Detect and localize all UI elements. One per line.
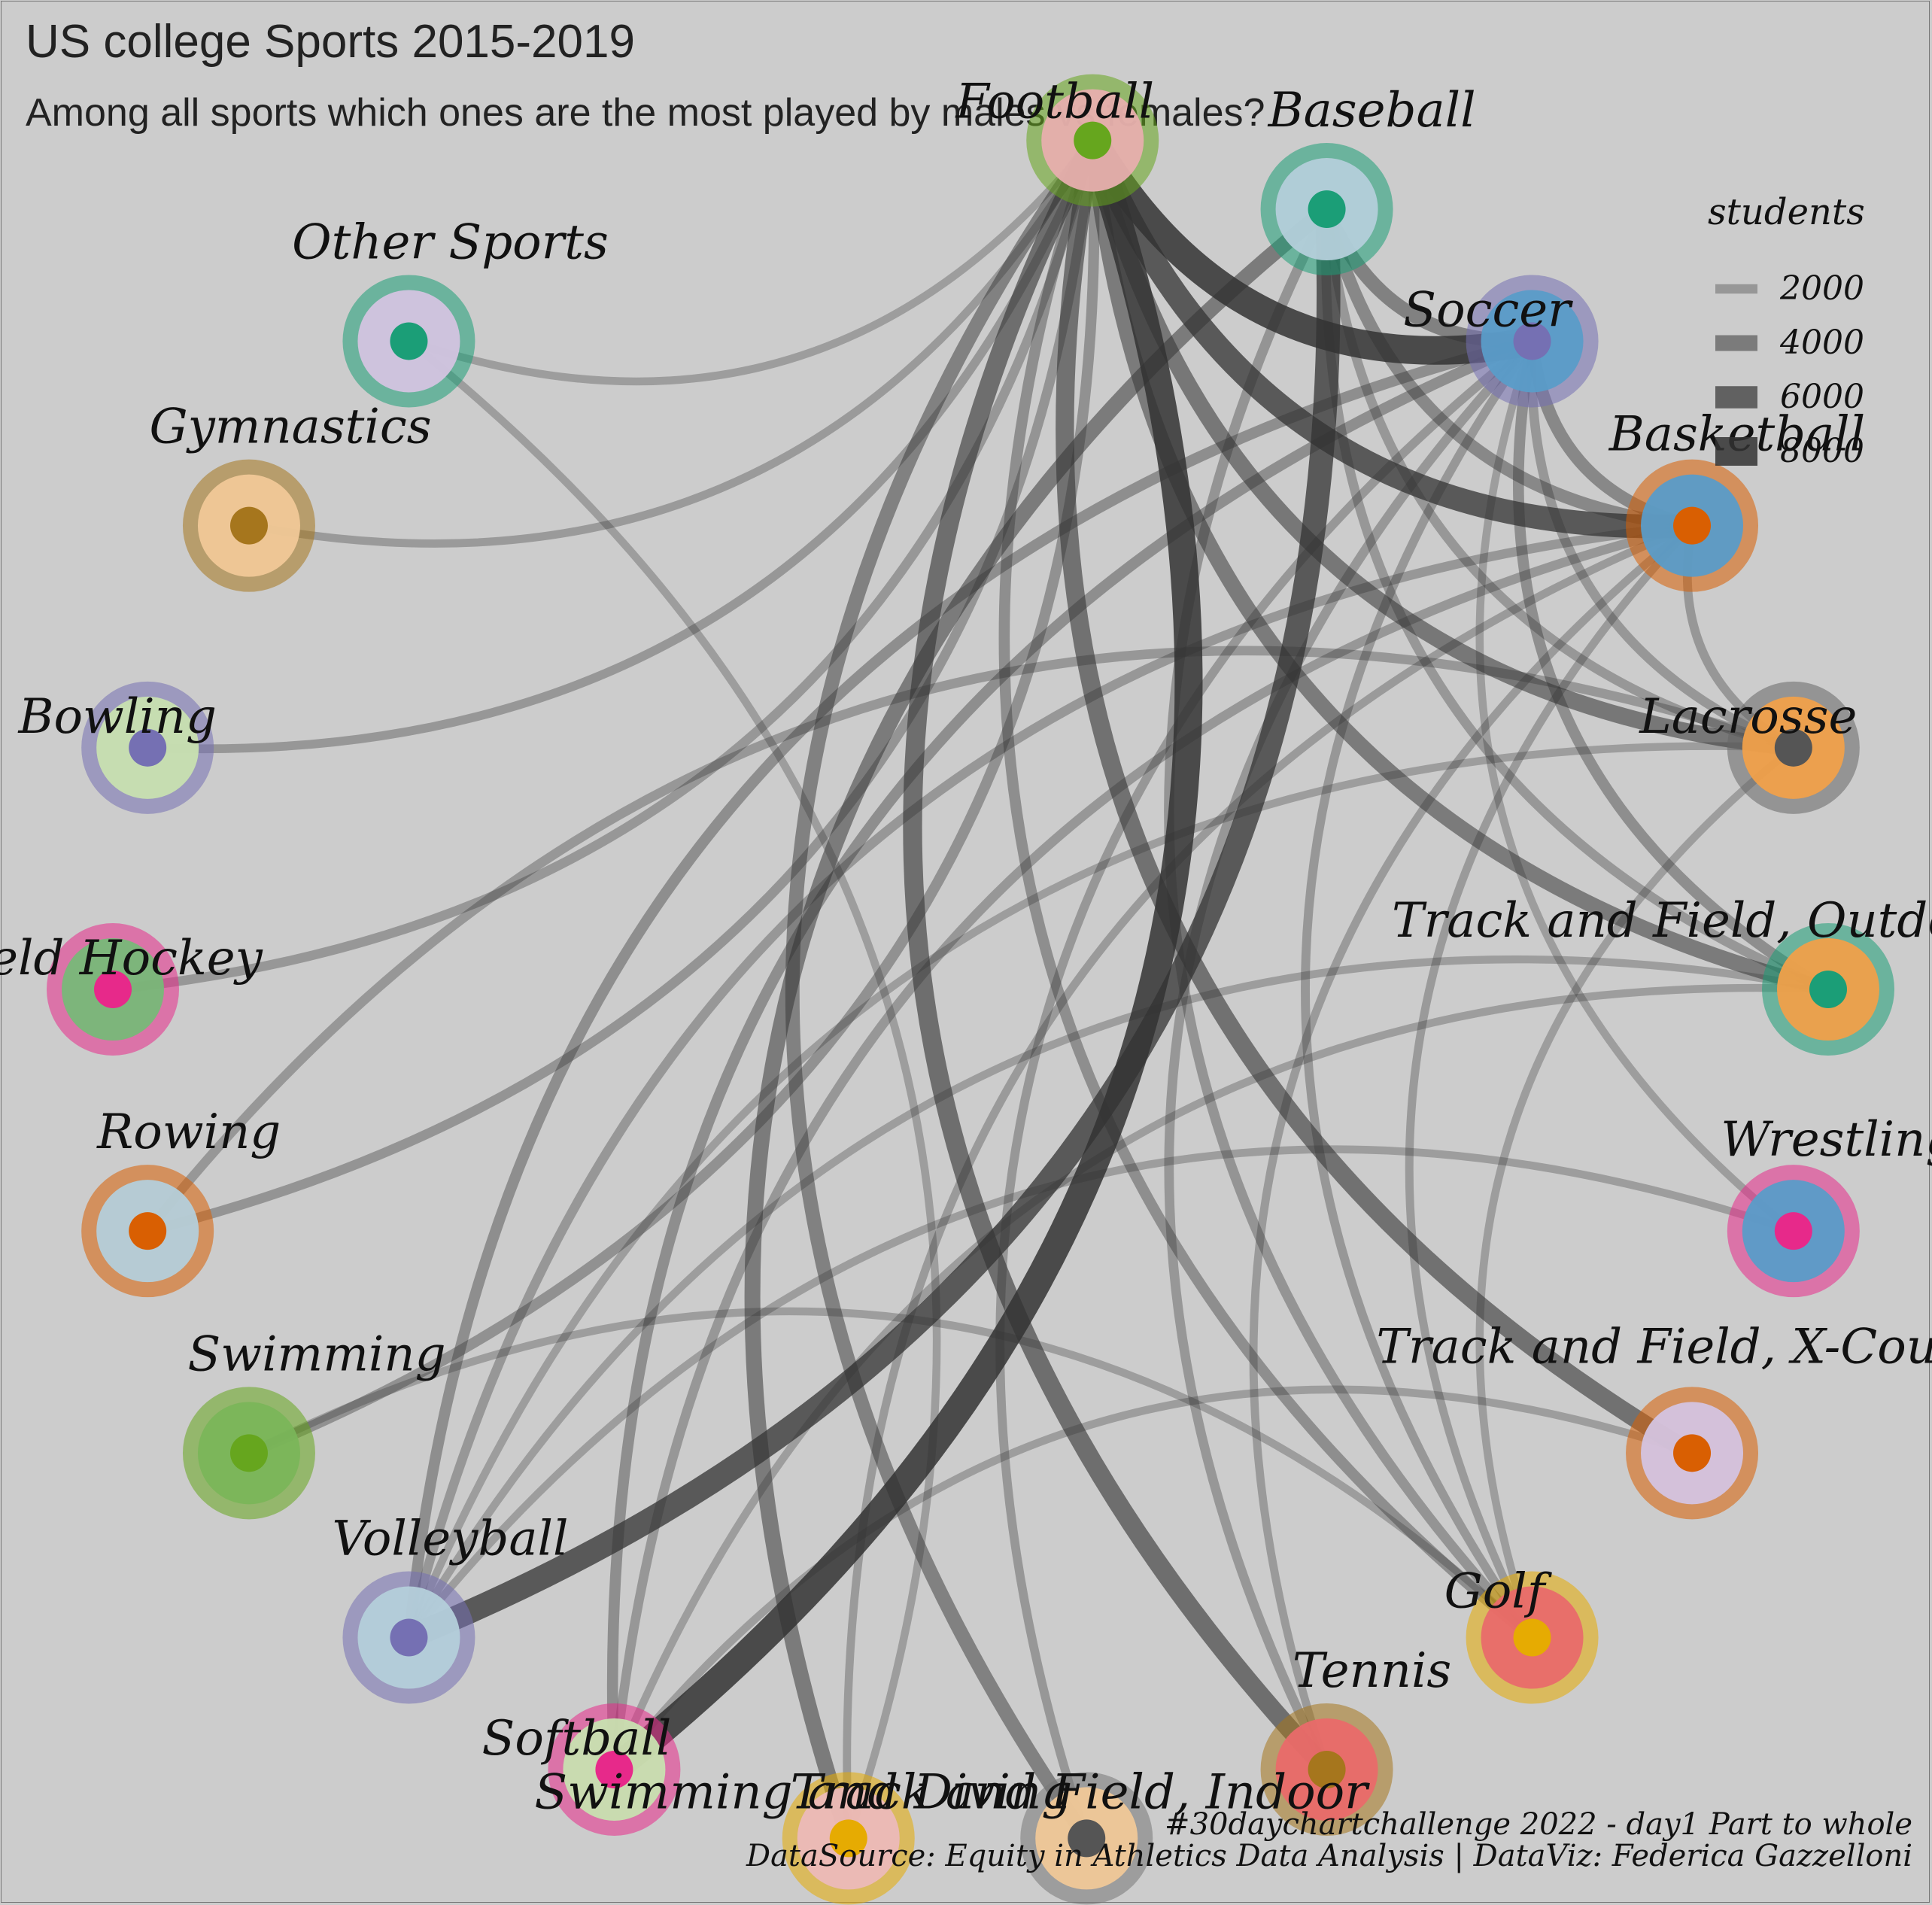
edge-other-sports-swimming-and-diving xyxy=(405,337,941,1843)
node-track-and-field-outdoor xyxy=(1762,923,1894,1056)
node-field-hockey xyxy=(47,923,179,1056)
node-label-baseball: Baseball xyxy=(1268,83,1476,138)
node-center-dot xyxy=(390,1618,428,1657)
node-track-and-field-x-country xyxy=(1626,1387,1759,1520)
node-label-rowing: Rowing xyxy=(96,1104,281,1160)
node-label-football: Football xyxy=(955,74,1154,130)
edge-football-golf xyxy=(998,135,1538,1643)
edge-football-softball xyxy=(600,126,1203,1784)
legend-label-8000: 8000 xyxy=(1780,432,1864,470)
node-center-dot xyxy=(1074,121,1112,160)
node-center-dot xyxy=(94,971,132,1008)
edge-soccer-track-and-field-indoor xyxy=(995,336,1537,1843)
node-label-bowling: Bowling xyxy=(17,689,216,745)
edge-soccer-lacrosse xyxy=(1526,336,1799,753)
node-softball xyxy=(548,1703,681,1836)
edge-football-soccer xyxy=(1078,126,1547,365)
node-layer xyxy=(47,74,1894,1905)
edge-baseball-basketball xyxy=(1320,202,1699,533)
node-label-lacrosse: Lacrosse xyxy=(1639,689,1857,745)
label-layer: Football BaseballSoccerBasketballLacrosse… xyxy=(0,74,1932,1821)
node-label-tennis: Tennis xyxy=(1293,1643,1451,1699)
legend-label-2000: 2000 xyxy=(1779,269,1864,308)
node-center-dot xyxy=(1774,728,1812,767)
caption-line2: DataSource: Equity in Athletics Data Ana… xyxy=(746,1839,1912,1873)
node-baseball xyxy=(1260,143,1393,276)
node-rowing xyxy=(81,1165,214,1298)
node-center-dot xyxy=(1308,1750,1346,1788)
edge-layer xyxy=(108,126,1836,1846)
node-label-golf: Golf xyxy=(1444,1564,1553,1620)
node-center-dot xyxy=(595,1750,633,1788)
node-label-field-hockey: Field Hockey xyxy=(0,931,263,986)
edge-football-other-sports xyxy=(405,136,1097,386)
node-center-dot xyxy=(1513,322,1551,360)
edge-basketball-volleyball xyxy=(404,521,1697,1642)
edge-lacrosse-volleyball xyxy=(405,742,1797,1642)
edge-track-and-field-outdoor-volleyball xyxy=(405,956,1833,1642)
edge-football-track-and-field-outdoor xyxy=(1084,132,1836,998)
node-bowling xyxy=(81,681,214,814)
node-center-dot xyxy=(1308,190,1346,229)
legend-title: students xyxy=(1708,191,1865,233)
node-label-swimming-and-diving: Swimming and Diving xyxy=(534,1764,1072,1820)
edge-baseball-swimming-and-diving xyxy=(744,201,1335,1846)
node-label-gymnastics: Gymnastics xyxy=(149,400,431,455)
edge-football-gymnastics xyxy=(245,136,1097,548)
edge-soccer-tennis xyxy=(1164,336,1537,1775)
legend-label-6000: 6000 xyxy=(1780,378,1864,416)
node-label-soccer: Soccer xyxy=(1403,282,1573,338)
legend-label-4000: 4000 xyxy=(1779,324,1864,362)
node-center-dot xyxy=(1673,506,1712,545)
node-gymnastics xyxy=(182,459,315,592)
node-label-swimming: Swimming xyxy=(187,1326,445,1382)
edge-basketball-golf xyxy=(1405,521,1697,1642)
node-volleyball xyxy=(342,1571,475,1704)
node-label-softball: Softball xyxy=(481,1711,671,1767)
node-other-sports xyxy=(342,275,475,408)
node-center-dot xyxy=(229,1434,268,1472)
node-center-dot xyxy=(1809,971,1847,1008)
node-label-volleyball: Volleyball xyxy=(333,1512,569,1567)
node-golf xyxy=(1466,1571,1599,1704)
edge-track-and-field-x-country-softball xyxy=(610,1385,1697,1774)
node-swimming-and-diving xyxy=(782,1772,915,1905)
node-label-other-sports: Other Sports xyxy=(292,214,609,270)
node-center-dot xyxy=(1673,1434,1712,1472)
edge-soccer-volleyball xyxy=(403,336,1538,1643)
node-center-dot xyxy=(129,1212,167,1250)
chart-title: US college Sports 2015-2019 xyxy=(26,16,635,68)
edge-football-rowing xyxy=(142,135,1098,1236)
node-center-dot xyxy=(390,322,428,360)
node-center-dot xyxy=(829,1819,867,1858)
node-label-wrestling: Wrestling xyxy=(1721,1112,1932,1168)
edge-soccer-golf xyxy=(1301,336,1537,1642)
node-swimming xyxy=(182,1387,315,1520)
legend: students 2000 4000 6000 8000 xyxy=(1708,191,1865,470)
node-basketball xyxy=(1626,459,1759,592)
node-label-track-and-field-indoor: Track and Field, Indoor xyxy=(791,1764,1371,1820)
node-track-and-field-indoor xyxy=(1020,1772,1153,1905)
node-wrestling xyxy=(1727,1165,1860,1298)
edge-football-tennis xyxy=(903,130,1337,1779)
node-lacrosse xyxy=(1727,681,1860,814)
node-center-dot xyxy=(1068,1819,1106,1858)
node-center-dot xyxy=(1513,1618,1551,1657)
edge-football-swimming xyxy=(243,135,1100,1459)
node-center-dot xyxy=(129,728,167,767)
node-tennis xyxy=(1260,1703,1393,1836)
caption-line1: #30daychartchallenge 2022 - day1 Part to… xyxy=(1165,1807,1912,1842)
edge-lacrosse-golf xyxy=(1475,743,1797,1642)
node-label-track-and-field-outdoor: Track and Field, Outdoor xyxy=(1392,893,1932,949)
edge-football-field-hockey xyxy=(108,135,1098,995)
node-football xyxy=(1026,74,1159,207)
edge-soccer-track-and-field-outdoor xyxy=(1513,336,1834,995)
node-label-track-and-field-x-country: Track and Field, X-Country xyxy=(1376,1319,1932,1375)
node-center-dot xyxy=(1774,1212,1812,1250)
node-center-dot xyxy=(229,506,268,545)
node-soccer xyxy=(1466,275,1599,408)
